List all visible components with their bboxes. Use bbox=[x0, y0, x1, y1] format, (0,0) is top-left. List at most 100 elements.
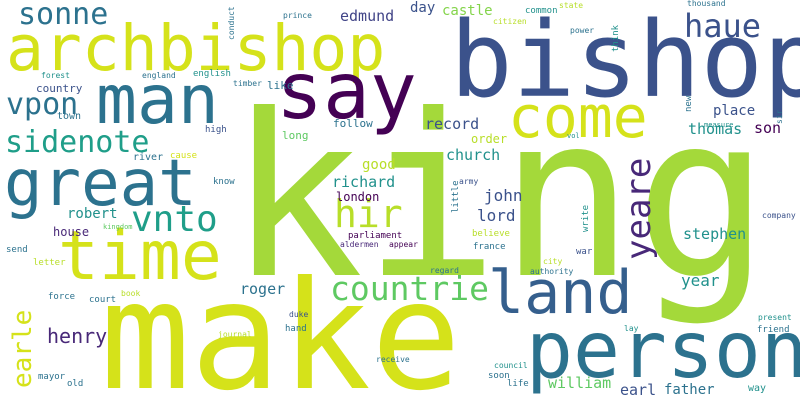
word-court: court bbox=[89, 295, 117, 305]
word-forest: forest bbox=[41, 71, 70, 80]
word-robert: robert bbox=[67, 206, 118, 222]
word-country: country bbox=[36, 82, 83, 95]
word-bishop: bishop bbox=[450, 0, 800, 121]
word-sonne: sonne bbox=[18, 0, 109, 32]
word-soon: soon bbox=[488, 371, 510, 381]
word-time: time bbox=[58, 217, 222, 296]
word-town: town bbox=[57, 111, 82, 122]
word-sidenote: sidenote bbox=[5, 125, 150, 160]
word-earl: earl bbox=[620, 381, 657, 399]
word-like: like bbox=[267, 79, 294, 92]
word-person: person bbox=[526, 306, 800, 396]
word-hand: hand bbox=[285, 324, 307, 334]
word-richard: richard bbox=[332, 173, 396, 191]
word-write: write bbox=[581, 204, 591, 232]
word-good: good bbox=[362, 157, 396, 173]
word-journal: journal bbox=[218, 330, 252, 339]
word-follow: follow bbox=[333, 117, 373, 130]
word-city: city bbox=[543, 257, 563, 266]
word-vol: vol bbox=[567, 132, 580, 140]
word-army: army bbox=[459, 177, 479, 186]
word-aldermen: aldermen bbox=[340, 240, 379, 249]
word-archbishop: archbishop bbox=[6, 12, 386, 85]
word-countrie: countrie bbox=[330, 269, 489, 308]
word-long: long bbox=[282, 129, 309, 142]
word-receive: receive bbox=[376, 355, 410, 364]
word-vpon: vpon bbox=[6, 87, 79, 122]
word-mayor: mayor bbox=[38, 372, 66, 382]
word-know: know bbox=[213, 177, 235, 187]
word-place: place bbox=[713, 103, 756, 119]
word-duke: duke bbox=[289, 310, 309, 319]
word-church: church bbox=[446, 146, 501, 164]
word-life: life bbox=[507, 379, 529, 389]
word-cause: cause bbox=[170, 151, 198, 161]
word-think: think bbox=[611, 24, 621, 52]
word-power: power bbox=[570, 26, 595, 35]
word-friend: friend bbox=[757, 325, 790, 335]
word-appear: appear bbox=[389, 240, 418, 249]
word-make: make bbox=[100, 250, 462, 400]
word-believe: believe bbox=[472, 229, 510, 239]
word-conduct: conduct bbox=[227, 6, 236, 40]
word-lay: lay bbox=[624, 324, 639, 333]
word-send: send bbox=[6, 245, 28, 255]
word-thomas: thomas bbox=[688, 120, 743, 138]
word-castle: castle bbox=[442, 3, 493, 19]
word-new: new bbox=[684, 95, 694, 112]
word-kingdom: kingdom bbox=[103, 223, 133, 231]
word-father: father bbox=[664, 382, 715, 398]
word-old: old bbox=[67, 379, 84, 389]
word-yeare: yeare bbox=[619, 157, 659, 260]
word-force: force bbox=[48, 292, 76, 302]
word-lord: lord bbox=[477, 206, 516, 225]
word-roger: roger bbox=[240, 280, 286, 298]
word-authority: authority bbox=[530, 267, 574, 276]
word-king: king bbox=[228, 67, 770, 329]
word-great: great bbox=[4, 147, 197, 221]
word-come: come bbox=[508, 83, 648, 151]
word-thousand: thousand bbox=[687, 0, 726, 8]
word-order: order bbox=[471, 132, 508, 146]
word-record: record bbox=[425, 115, 480, 133]
word-hir: hir bbox=[334, 192, 403, 236]
word-london: london bbox=[336, 190, 380, 204]
word-england: england bbox=[142, 71, 176, 80]
word-land: land bbox=[488, 258, 633, 328]
word-house: house bbox=[53, 225, 90, 239]
word-company: company bbox=[762, 211, 796, 220]
word-earle: earle bbox=[8, 309, 38, 388]
word-day: day bbox=[410, 0, 436, 16]
word-timber: timber bbox=[233, 79, 262, 88]
word-vnto: vnto bbox=[131, 199, 218, 240]
word-son: son bbox=[754, 119, 782, 137]
word-measure: measure bbox=[704, 121, 734, 129]
word-haue: haue bbox=[684, 7, 762, 45]
word-state: state bbox=[559, 1, 584, 10]
word-letter: letter bbox=[33, 258, 66, 268]
word-council: council bbox=[494, 361, 528, 370]
word-parliament: parliament bbox=[348, 231, 403, 241]
word-henry: henry bbox=[47, 324, 108, 348]
word-sir: sir bbox=[775, 109, 784, 124]
word-common: common bbox=[525, 6, 558, 16]
word-prince: prince bbox=[283, 11, 312, 20]
word-john: john bbox=[484, 186, 523, 205]
word-stephen: stephen bbox=[683, 225, 747, 243]
word-edmund: edmund bbox=[340, 7, 395, 25]
word-book: book bbox=[121, 289, 141, 298]
word-man: man bbox=[96, 61, 219, 140]
word-english: english bbox=[193, 69, 231, 79]
word-high: high bbox=[205, 125, 227, 135]
word-say: say bbox=[276, 47, 417, 137]
word-river: river bbox=[133, 152, 164, 163]
word-year: year bbox=[681, 271, 720, 290]
word-france: france bbox=[473, 242, 506, 252]
word-war: war bbox=[576, 247, 593, 257]
word-little: little bbox=[451, 180, 461, 213]
word-regard: regard bbox=[430, 266, 459, 275]
word-william: william bbox=[548, 374, 612, 392]
word-citizen: citizen bbox=[493, 17, 527, 26]
word-present: present bbox=[758, 313, 792, 322]
